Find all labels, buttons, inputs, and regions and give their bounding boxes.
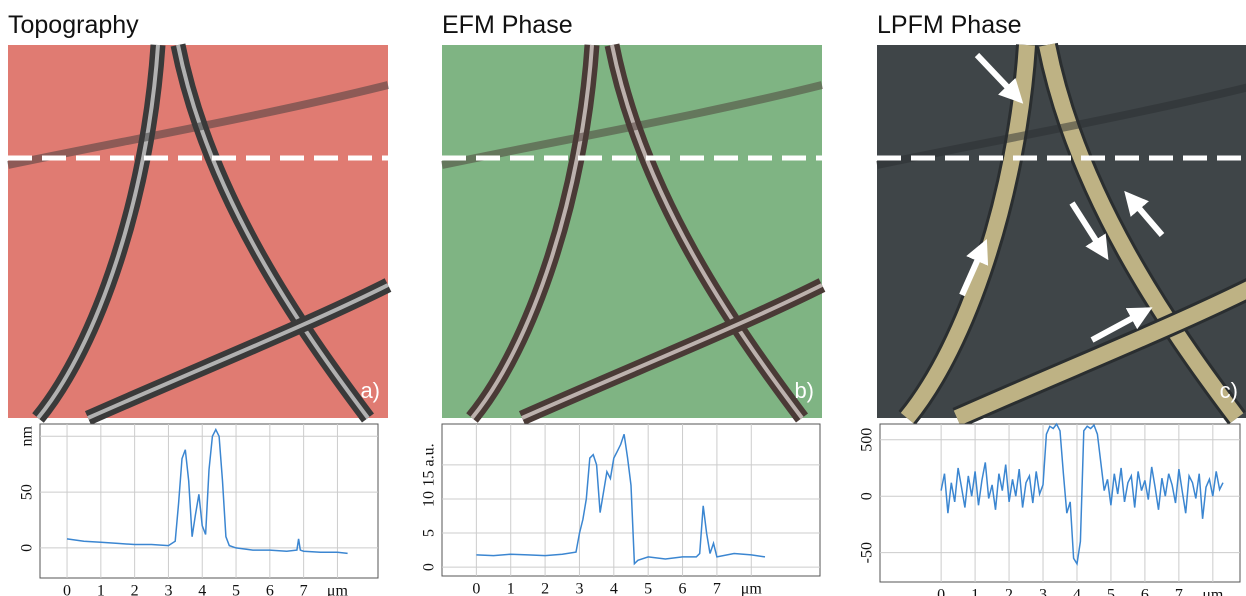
x-tick-label: 0 [63,583,71,596]
x-tick-label: 3 [575,581,583,596]
y-tick-label: 15 a.u. [421,443,438,486]
x-tick-label: 0 [472,581,480,596]
x-tick-label: μm [327,583,349,596]
panel-label: c) [1220,378,1238,403]
x-tick-label: 4 [610,581,618,596]
x-tick-label: μm [1202,587,1224,596]
x-tick-label: 4 [198,583,206,596]
panel-label: b) [794,378,814,403]
x-tick-label: 6 [266,583,274,596]
micrograph: b) [442,45,822,418]
x-tick-label: 1 [971,587,979,596]
x-tick-label: 4 [1073,587,1081,596]
x-tick-label: μm [741,581,763,596]
x-tick-label: 2 [541,581,549,596]
x-tick-label: 6 [679,581,687,596]
x-tick-label: 0 [937,587,945,596]
x-tick-label: 7 [300,583,308,596]
micrograph: c) [877,45,1246,418]
panel-title: Topography [8,11,139,39]
micrograph: a) [8,45,388,418]
x-tick-label: 5 [232,583,240,596]
x-tick-label: 2 [1005,587,1013,596]
x-tick-label: 3 [1039,587,1047,596]
panel-label: a) [360,378,380,403]
y-tick-label: 10 [421,491,438,507]
panel-title: EFM Phase [442,11,573,39]
x-tick-label: 1 [507,581,515,596]
y-tick-label: 0 [421,563,438,571]
x-tick-label: 2 [131,583,139,596]
panel-title: LPFM Phase [877,11,1022,39]
x-tick-label: 5 [644,581,652,596]
plot-area [40,424,378,578]
y-tick-label: 500 [859,428,876,452]
x-tick-label: 7 [713,581,721,596]
x-tick-label: 1 [97,583,105,596]
y-tick-label: nm [19,426,36,447]
y-tick-label: 50 [19,484,36,500]
x-tick-label: 7 [1175,587,1183,596]
y-tick-label: 5 [421,529,438,537]
y-tick-label: 0 [859,492,876,500]
y-tick-label: -50 [859,542,876,563]
figure: Topographya)01234567μm050nmEFM Phaseb)01… [0,0,1246,596]
x-tick-label: 6 [1141,587,1149,596]
y-tick-label: 0 [19,544,36,552]
x-tick-label: 5 [1107,587,1115,596]
x-tick-label: 3 [164,583,172,596]
